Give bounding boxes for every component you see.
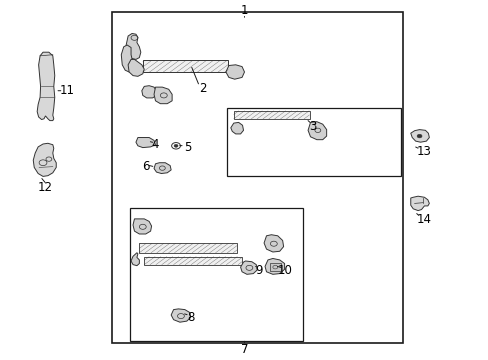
Polygon shape bbox=[37, 52, 55, 121]
Text: 9: 9 bbox=[255, 264, 263, 277]
Bar bbox=[269, 263, 280, 271]
Bar bbox=[112, 12, 403, 343]
Polygon shape bbox=[133, 219, 151, 234]
Circle shape bbox=[416, 134, 421, 138]
Text: 3: 3 bbox=[308, 120, 316, 133]
Circle shape bbox=[174, 144, 178, 147]
Bar bbox=[129, 208, 303, 341]
Bar bbox=[142, 60, 228, 72]
Text: 11: 11 bbox=[60, 84, 75, 97]
Bar bbox=[227, 108, 400, 176]
Polygon shape bbox=[410, 196, 428, 211]
Text: 6: 6 bbox=[142, 160, 149, 173]
Polygon shape bbox=[126, 33, 141, 59]
Polygon shape bbox=[230, 122, 243, 134]
Text: 4: 4 bbox=[151, 138, 159, 151]
Text: 10: 10 bbox=[277, 264, 292, 277]
Polygon shape bbox=[264, 235, 283, 252]
Text: 2: 2 bbox=[199, 82, 206, 95]
Text: 14: 14 bbox=[416, 213, 431, 226]
Text: 5: 5 bbox=[184, 141, 192, 154]
Polygon shape bbox=[225, 65, 244, 79]
Text: 13: 13 bbox=[416, 145, 431, 158]
Bar bbox=[144, 257, 242, 265]
Polygon shape bbox=[154, 87, 172, 104]
Text: 8: 8 bbox=[186, 311, 194, 324]
Bar bbox=[139, 243, 237, 253]
Polygon shape bbox=[33, 143, 56, 176]
Text: 1: 1 bbox=[240, 4, 248, 17]
Bar bbox=[233, 111, 309, 119]
Polygon shape bbox=[410, 130, 428, 142]
Polygon shape bbox=[121, 45, 133, 72]
Polygon shape bbox=[171, 309, 190, 322]
Polygon shape bbox=[264, 258, 284, 274]
Polygon shape bbox=[307, 122, 326, 140]
Text: 7: 7 bbox=[240, 343, 248, 356]
Polygon shape bbox=[154, 163, 171, 174]
Polygon shape bbox=[131, 253, 139, 266]
Polygon shape bbox=[136, 138, 155, 148]
Polygon shape bbox=[240, 261, 257, 274]
Polygon shape bbox=[128, 59, 144, 76]
Polygon shape bbox=[142, 86, 156, 98]
Text: 12: 12 bbox=[38, 181, 52, 194]
